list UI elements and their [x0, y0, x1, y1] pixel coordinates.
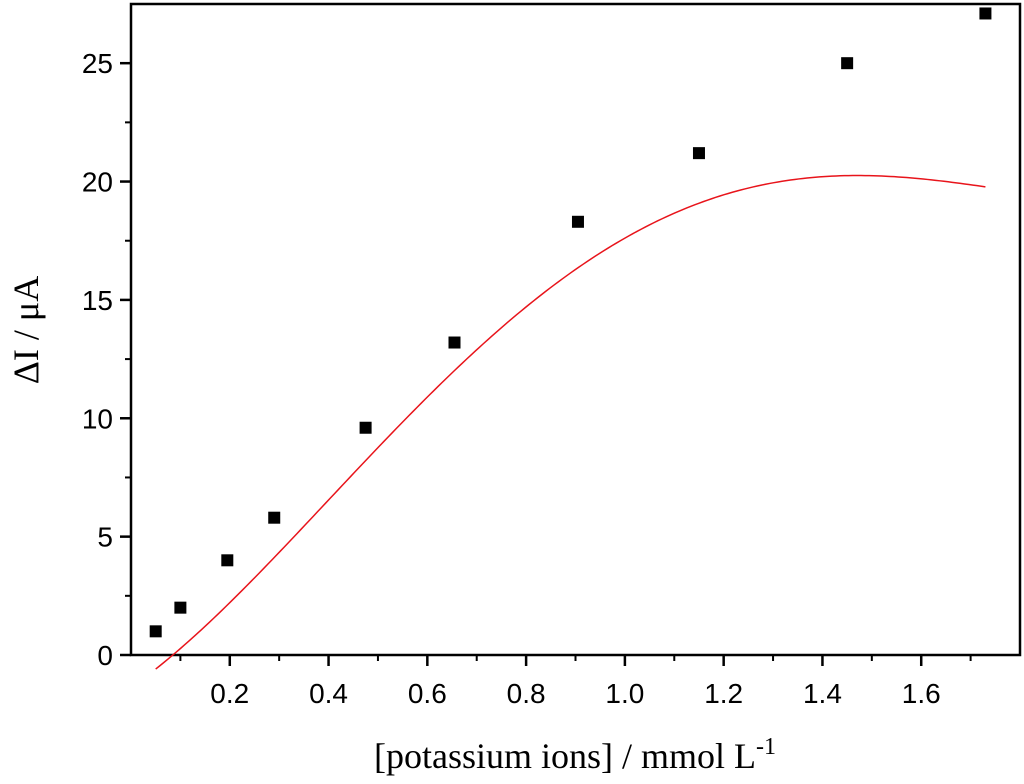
data-point	[448, 336, 461, 349]
x-axis-ticks: 0.2 0.4 0.6 0.8 1.0 1.2 1.4 1.6	[179, 655, 972, 709]
x-axis-title: [potassium ions] / mmol L-1	[374, 734, 776, 776]
x-axis-title-superscript: -1	[756, 734, 776, 760]
plot-frame	[129, 2, 1022, 657]
x-tick-label: 0.8	[507, 678, 546, 709]
data-point	[268, 511, 281, 524]
y-tick-label: 10	[82, 403, 113, 434]
data-point	[841, 57, 854, 70]
fit-curve	[155, 174, 986, 670]
x-tick-label: 1.0	[605, 678, 644, 709]
y-axis-title: ΔI / μA	[6, 276, 46, 384]
x-tick-label: 0.2	[210, 678, 249, 709]
data-point	[692, 147, 705, 160]
data-point	[174, 601, 187, 614]
data-point	[571, 215, 584, 228]
x-tick-label: 1.6	[902, 678, 941, 709]
y-tick-label: 15	[82, 285, 113, 316]
y-tick-label: 5	[97, 522, 113, 553]
y-axis-ticks: 0 5 10 15 20 25	[82, 48, 131, 671]
data-point	[221, 554, 234, 567]
x-axis-title-text: [potassium ions] / mmol L	[374, 736, 756, 776]
y-tick-label: 0	[97, 640, 113, 671]
data-points	[149, 7, 992, 638]
x-tick-label: 0.6	[408, 678, 447, 709]
data-point	[979, 7, 992, 20]
x-tick-label: 1.2	[704, 678, 743, 709]
x-tick-label: 1.4	[803, 678, 842, 709]
data-point	[359, 421, 372, 434]
x-tick-label: 0.4	[309, 678, 348, 709]
data-point	[149, 625, 162, 638]
y-tick-label: 20	[82, 167, 113, 198]
y-tick-label: 25	[82, 48, 113, 79]
